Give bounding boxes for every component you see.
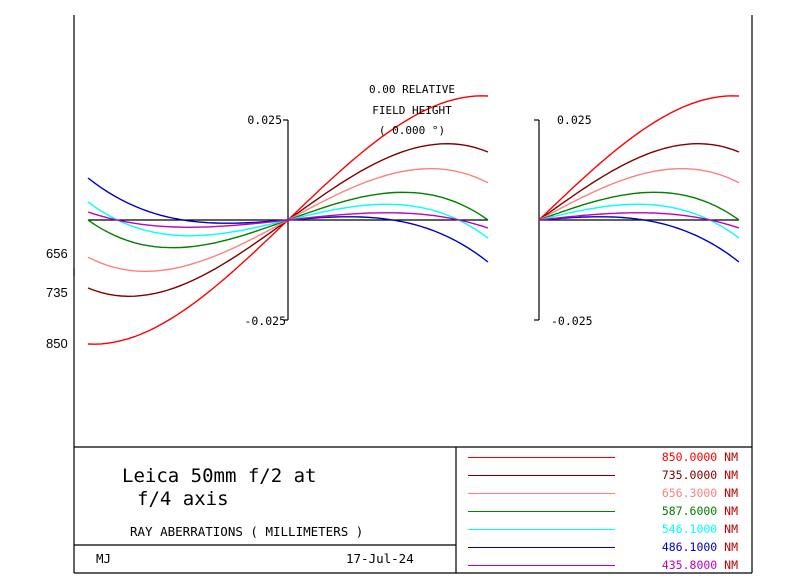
- aberration-curve-486: [538, 216, 740, 263]
- field-label-line2: FIELD HEIGHT: [372, 104, 452, 117]
- legend-item: 850.0000 NM: [468, 449, 738, 466]
- legend-item: 546.1000 NM: [468, 521, 738, 538]
- legend-label: 850.0000 NM: [661, 450, 738, 464]
- aberration-curve-850: [538, 95, 740, 221]
- y-top-label: 0.025: [557, 113, 592, 127]
- legend-line: [468, 475, 615, 476]
- legend-line: [468, 511, 615, 512]
- side-label-850: 850: [46, 336, 68, 351]
- y-bottom-label: -0.025: [244, 314, 286, 328]
- aberration-curve-587: [538, 191, 740, 221]
- sagittal-panel: 0.025 -0.025: [534, 95, 740, 328]
- y-top-label: 0.025: [247, 113, 282, 127]
- legend-item: 587.6000 NM: [468, 503, 738, 520]
- legend-item: 435.8000 NM: [468, 557, 738, 574]
- side-label-656: 656: [46, 246, 68, 261]
- legend-label: 656.3000 NM: [661, 486, 738, 500]
- footer-initials: MJ: [96, 551, 112, 566]
- field-label-line3: ( 0.000 °): [379, 124, 445, 137]
- legend-label: 546.1000 NM: [661, 522, 738, 536]
- legend-label: 486.1000 NM: [661, 540, 738, 554]
- legend-item: 486.1000 NM: [468, 539, 738, 556]
- legend-line: [468, 547, 615, 548]
- y-bottom-label: -0.025: [551, 314, 593, 328]
- legend-label: 587.6000 NM: [661, 504, 738, 518]
- aberration-curve-656: [538, 168, 740, 221]
- legend-line: [468, 493, 615, 494]
- legend-line: [468, 565, 615, 566]
- lens-title-line1: Leica 50mm f/2 at: [122, 465, 317, 487]
- legend-item: 656.3000 NM: [468, 485, 738, 502]
- legend-label: 435.8000 NM: [661, 558, 738, 572]
- aberration-curve-546: [538, 203, 740, 239]
- tangential-panel: 0.025 -0.025: [87, 95, 489, 345]
- lens-title-line2: f/4 axis: [137, 488, 229, 510]
- field-label-line1: 0.00 RELATIVE: [369, 83, 455, 96]
- legend-line: [468, 457, 615, 458]
- legend-item: 735.0000 NM: [468, 467, 738, 484]
- plot-frame: [73, 15, 753, 574]
- side-label-735: 735: [46, 285, 68, 300]
- plot-subtitle: RAY ABERRATIONS ( MILLIMETERS ): [130, 524, 364, 539]
- aberration-curve-435: [538, 212, 740, 229]
- field-height-label: 0.00 RELATIVE FIELD HEIGHT ( 0.000 °): [369, 83, 455, 137]
- legend-label: 735.0000 NM: [661, 468, 738, 482]
- aberration-curve-735: [538, 143, 740, 221]
- legend-line: [468, 529, 615, 530]
- footer-date: 17-Jul-24: [346, 551, 414, 566]
- aberration-curve-435: [87, 211, 489, 229]
